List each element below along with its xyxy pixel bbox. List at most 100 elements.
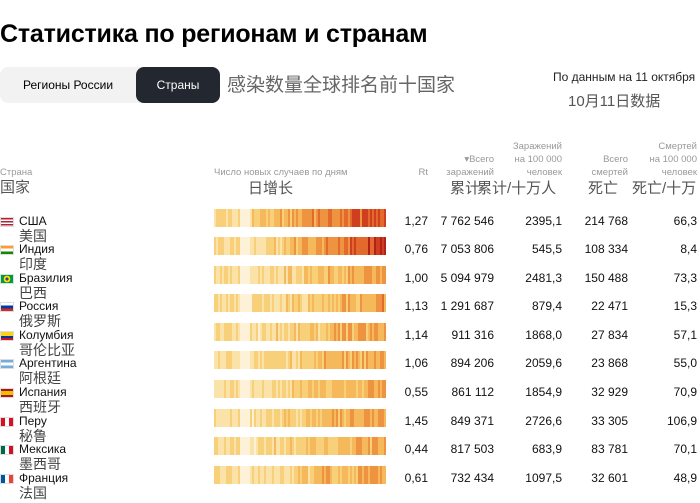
daily-case-cell bbox=[252, 437, 255, 455]
daily-case-cell bbox=[248, 409, 251, 427]
table-row[interactable]: Перу 秘鲁 1,45 849 371 2726,6 33 305 106,9 bbox=[0, 409, 700, 444]
daily-case-cell bbox=[378, 351, 381, 369]
daily-case-cell bbox=[320, 294, 323, 312]
daily-case-cell bbox=[260, 209, 263, 227]
daily-case-cell bbox=[306, 437, 309, 455]
daily-case-cell bbox=[314, 209, 317, 227]
daily-case-cell bbox=[300, 380, 303, 398]
daily-case-cell bbox=[224, 351, 227, 369]
daily-case-cell bbox=[318, 294, 321, 312]
daily-case-cell bbox=[304, 237, 307, 255]
daily-case-cell bbox=[254, 209, 257, 227]
daily-case-cell bbox=[316, 466, 319, 484]
daily-case-cell bbox=[218, 409, 221, 427]
daily-case-cell bbox=[384, 294, 386, 312]
table-row[interactable]: Индия 印度 0,76 7 053 806 545,5 108 334 8,4 bbox=[0, 237, 700, 272]
daily-case-cell bbox=[374, 351, 377, 369]
daily-case-cell bbox=[236, 323, 239, 341]
daily-case-cell bbox=[286, 323, 289, 341]
daily-case-cell bbox=[276, 294, 279, 312]
total-deaths: 150 488 bbox=[584, 271, 628, 285]
daily-case-cell bbox=[296, 409, 299, 427]
daily-case-cell bbox=[346, 466, 349, 484]
column-header-total-deaths[interactable]: Всего смертей bbox=[592, 153, 628, 179]
daily-case-cell bbox=[334, 380, 337, 398]
daily-case-cell bbox=[364, 266, 367, 284]
daily-case-cell bbox=[304, 294, 307, 312]
daily-case-cell bbox=[310, 294, 313, 312]
daily-case-cell bbox=[294, 294, 297, 312]
daily-case-cell bbox=[254, 351, 257, 369]
country-name: Мексика bbox=[19, 442, 67, 456]
daily-case-cell bbox=[286, 266, 289, 284]
daily-case-cell bbox=[246, 294, 249, 312]
table-row[interactable]: Бразилия 巴西 1,00 5 094 979 2481,3 150 488 73,3 bbox=[0, 266, 700, 301]
daily-case-cell bbox=[364, 466, 367, 484]
daily-case-cell bbox=[278, 266, 281, 284]
daily-case-cell bbox=[294, 437, 297, 455]
daily-case-cell bbox=[338, 323, 341, 341]
daily-case-cell bbox=[304, 466, 307, 484]
daily-case-cell bbox=[270, 209, 273, 227]
daily-case-cell bbox=[220, 409, 223, 427]
rt-value: 1,14 bbox=[404, 328, 428, 342]
daily-case-cell bbox=[274, 237, 277, 255]
daily-case-cell bbox=[256, 466, 259, 484]
daily-case-cell bbox=[240, 380, 243, 398]
daily-case-cell bbox=[272, 266, 275, 284]
daily-case-cell bbox=[252, 209, 255, 227]
table-row[interactable]: Франция 法国 0,61 732 434 1097,5 32 601 48,9 bbox=[0, 466, 700, 501]
tab-countries[interactable]: Страны bbox=[136, 67, 220, 103]
table-row[interactable]: Колумбия 哥伦比亚 1,14 911 316 1868,0 27 834 57,1 bbox=[0, 323, 700, 358]
tab-russia-regions[interactable]: Регионы России bbox=[22, 78, 114, 92]
daily-case-cell bbox=[256, 409, 259, 427]
flag-icon bbox=[0, 445, 14, 455]
deaths-per-100k: 8,4 bbox=[680, 242, 697, 256]
daily-case-cell bbox=[288, 209, 291, 227]
country-name: Россия bbox=[19, 299, 59, 313]
daily-case-cell bbox=[356, 294, 359, 312]
daily-case-cell bbox=[284, 466, 287, 484]
daily-case-cell bbox=[236, 294, 239, 312]
daily-case-cell bbox=[266, 237, 269, 255]
daily-case-cell bbox=[356, 466, 359, 484]
column-header-deaths-per-100k[interactable]: Смертей на 100 000 человек bbox=[649, 140, 697, 179]
daily-case-cell bbox=[358, 323, 361, 341]
daily-case-cell bbox=[284, 294, 287, 312]
daily-case-cell bbox=[222, 380, 225, 398]
daily-case-cell bbox=[238, 323, 241, 341]
daily-case-cell bbox=[352, 323, 355, 341]
column-header-total-cases[interactable]: ▾Всего заражений bbox=[446, 153, 494, 179]
daily-case-cell bbox=[262, 437, 265, 455]
daily-case-cell bbox=[296, 323, 299, 341]
daily-case-cell bbox=[224, 294, 227, 312]
daily-case-cell bbox=[360, 266, 363, 284]
daily-case-cell bbox=[340, 266, 343, 284]
daily-case-cell bbox=[314, 237, 317, 255]
table-row[interactable]: Россия 俄罗斯 1,13 1 291 687 879,4 22 471 15,3 bbox=[0, 294, 700, 329]
table-row[interactable]: Мексика 墨西哥 0,44 817 503 683,9 83 781 70,1 bbox=[0, 437, 700, 472]
daily-case-cell bbox=[332, 380, 335, 398]
daily-case-cell bbox=[272, 409, 275, 427]
daily-case-cell bbox=[300, 294, 303, 312]
daily-case-cell bbox=[300, 209, 303, 227]
daily-case-cell bbox=[330, 380, 333, 398]
daily-case-cell bbox=[372, 323, 375, 341]
daily-case-cell bbox=[354, 323, 357, 341]
table-row[interactable]: США 美国 1,27 7 762 546 2395,1 214 768 66,3 bbox=[0, 209, 700, 244]
daily-case-cell bbox=[272, 294, 275, 312]
daily-case-cell bbox=[222, 237, 225, 255]
daily-case-cell bbox=[376, 409, 379, 427]
daily-case-cell bbox=[282, 380, 285, 398]
daily-case-cell bbox=[374, 266, 377, 284]
column-header-country[interactable]: Страна bbox=[0, 167, 33, 178]
cases-per-100k: 683,9 bbox=[531, 442, 562, 456]
country-name: Индия bbox=[19, 242, 55, 256]
table-row[interactable]: Испания 西班牙 0,55 861 112 1854,9 32 929 70,9 bbox=[0, 380, 700, 415]
daily-case-cell bbox=[244, 237, 247, 255]
daily-case-cell bbox=[340, 351, 343, 369]
daily-case-cell bbox=[334, 294, 337, 312]
table-row[interactable]: Аргентина 阿根廷 1,06 894 206 2059,6 23 868 55,0 bbox=[0, 351, 700, 386]
column-header-rt[interactable]: Rt bbox=[418, 167, 429, 178]
column-header-cases-per-100k[interactable]: Заражений на 100 000 человек bbox=[513, 140, 562, 179]
